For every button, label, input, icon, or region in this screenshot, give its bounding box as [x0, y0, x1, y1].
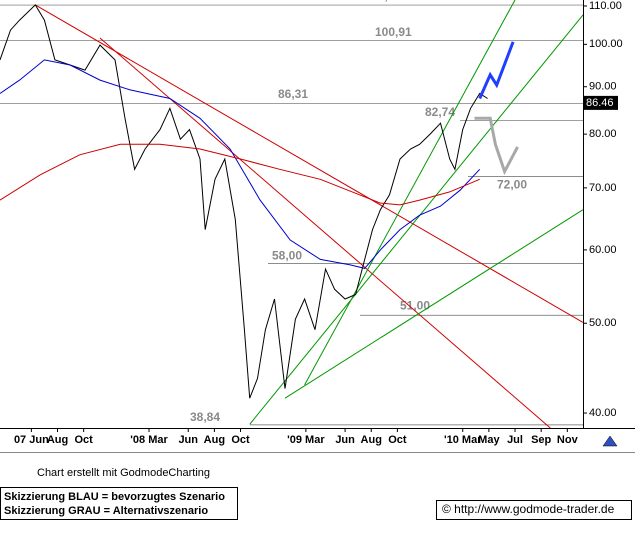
- series-line: [0, 143, 480, 206]
- last-price-box: [584, 95, 618, 110]
- level-label: 86,31: [278, 87, 308, 101]
- note: Skizzierung BLAU = bevorzugtes Szenario: [4, 491, 225, 503]
- x-tick-label: '10 Mar: [444, 434, 482, 446]
- y-tick-label: 80.00: [589, 128, 617, 140]
- x-tick-label: Aug: [204, 434, 225, 446]
- y-tick-label: 100.00: [589, 38, 623, 50]
- series-line: [478, 41, 515, 100]
- note-box: [0, 487, 238, 520]
- y-tick-label: 90.00: [589, 81, 617, 93]
- x-tick-label: Jun: [178, 434, 198, 446]
- level-label: 100,91: [375, 25, 412, 39]
- credit: Chart erstellt mit GodmodeCharting: [37, 467, 210, 479]
- x-tick-label: Aug: [47, 434, 68, 446]
- url: © http://www.godmode-trader.de: [442, 502, 615, 516]
- level-label: 72,00: [497, 178, 527, 192]
- y-tick-label: 60.00: [589, 244, 617, 256]
- level-label: 82,74: [425, 105, 455, 119]
- y-tick-label: 110.00: [589, 0, 622, 12]
- series-line: [474, 116, 519, 176]
- x-tick-label: Jun: [335, 434, 355, 446]
- x-tick-label: Jul: [507, 434, 523, 446]
- x-tick-label: Nov: [557, 434, 579, 446]
- y-tick-label: 70.00: [589, 182, 617, 194]
- x-tick-label: 07 Jun: [14, 434, 49, 446]
- trend-line: [99, 37, 551, 429]
- last-price-label: 86.46: [586, 97, 614, 109]
- trend-line: [35, 4, 584, 323]
- x-tick-label: '09 Mar: [287, 434, 325, 446]
- x-tick-label: Oct: [74, 434, 93, 446]
- x-tick-label: '08 Mar: [130, 434, 168, 446]
- level-label: 38,84: [190, 410, 220, 424]
- level-label: 110,26: [365, 0, 401, 3]
- series-line: [0, 4, 488, 399]
- x-tick-label: Sep: [531, 434, 551, 446]
- level-label: 51,00: [400, 298, 430, 312]
- x-tick-label: Oct: [231, 434, 250, 446]
- series-line: [0, 59, 481, 269]
- trend-line: [304, 0, 516, 386]
- trend-line: [284, 209, 584, 399]
- x-tick-label: Aug: [361, 434, 382, 446]
- plot-area: 110,26 100,91 86,31 82,74 72,00 58,00 51,00 38,…: [0, 0, 584, 429]
- note: Skizzierung GRAU = Alternativszenario: [4, 505, 208, 517]
- axis-icon: [602, 435, 618, 447]
- level-label: 58,00: [272, 249, 302, 263]
- trend-line: [249, 14, 584, 425]
- x-tick-label: Oct: [388, 434, 407, 446]
- y-tick-label: 40.00: [589, 407, 617, 419]
- url-box: [436, 500, 632, 520]
- x-tick-label: May: [478, 434, 500, 446]
- y-tick-label: 50.00: [589, 317, 617, 329]
